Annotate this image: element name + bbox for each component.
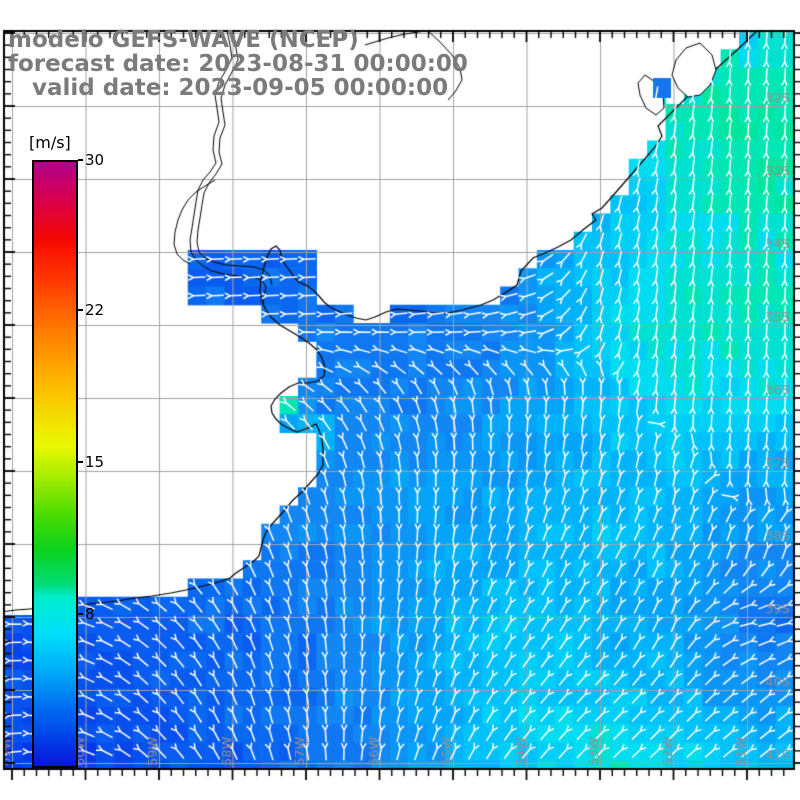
colorbar-unit-label: [m/s] <box>29 133 71 152</box>
colorbar-tick-mark <box>78 461 83 463</box>
colorbar-tick-label: 30 <box>85 151 105 169</box>
colorbar-tick-mark <box>78 309 83 311</box>
colorbar-tick-mark <box>78 613 83 615</box>
colorbar-tick-label: 8 <box>85 605 95 623</box>
colorbar-gradient <box>32 160 78 768</box>
colorbar-tick-mark <box>78 159 83 161</box>
colorbar-tick-label: 15 <box>85 453 105 471</box>
colorbar-tick-label: 22 <box>85 301 105 319</box>
